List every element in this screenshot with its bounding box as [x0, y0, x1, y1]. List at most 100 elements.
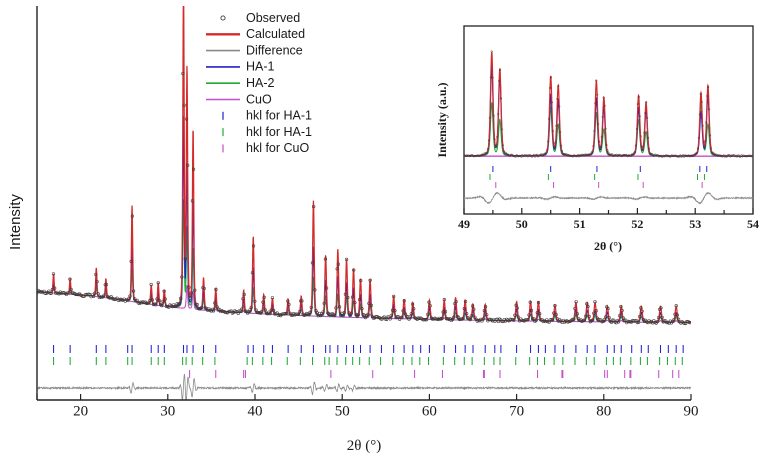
observed-point: [463, 299, 468, 304]
observed-point: [530, 317, 535, 321]
observed-point: [591, 318, 595, 322]
inset-observed-point: [528, 154, 531, 157]
observed-point: [250, 271, 255, 275]
inset-observed-point: [610, 153, 614, 156]
legend-item-2[interactable]: Difference: [206, 43, 303, 57]
observed-point: [640, 309, 644, 313]
inset-observed-point: [491, 76, 494, 79]
observed-point: [422, 318, 426, 322]
observed-point: [462, 307, 466, 311]
observed-point: [160, 304, 164, 308]
observed-point: [553, 304, 557, 308]
inset-observed-point: [513, 155, 516, 158]
inset-observed-point: [646, 136, 650, 139]
inset-observed-point: [483, 153, 486, 156]
observed-point: [157, 299, 162, 303]
observed-point: [454, 300, 458, 304]
hkl-row-cuo: [189, 370, 680, 378]
inset-x-tick-label: 54: [747, 217, 759, 231]
x-tick-label: 40: [248, 404, 263, 420]
inset-observed-point: [478, 154, 481, 157]
observed-point: [281, 312, 285, 316]
inset-observed-point: [693, 154, 696, 157]
observed-point: [65, 291, 70, 295]
legend-item-3[interactable]: HA-1: [206, 60, 275, 74]
observed-point: [156, 281, 160, 285]
observed-point: [660, 315, 664, 320]
observed-point: [485, 313, 489, 317]
inset-observed-point: [605, 143, 608, 147]
observed-point: [672, 318, 676, 322]
observed-point: [452, 315, 456, 319]
inset-x-tick-label: 53: [689, 217, 701, 231]
observed-point: [287, 302, 291, 307]
observed-point: [682, 321, 687, 325]
observed-point: [74, 292, 78, 297]
observed-point: [482, 308, 486, 313]
observed-point: [211, 309, 216, 313]
inset-x-tick-label: 51: [574, 217, 586, 231]
observed-point: [481, 317, 485, 321]
legend-item-5[interactable]: CuO: [206, 92, 272, 106]
inset-observed-point: [704, 139, 707, 142]
observed-point: [639, 306, 643, 310]
inset-observed-point: [548, 86, 552, 89]
inset-observed-point: [468, 154, 471, 158]
legend-item-4[interactable]: HA-2: [206, 76, 275, 90]
observed-point: [251, 244, 256, 248]
difference-curve: [37, 373, 691, 400]
inset-observed-point: [518, 154, 521, 157]
observed-point: [181, 71, 185, 76]
inset-observed-point: [611, 154, 614, 157]
observed-point: [93, 291, 97, 295]
observed-point: [342, 311, 346, 315]
inset-observed-point: [497, 113, 500, 116]
inset-observed-point: [554, 141, 557, 144]
observed-point: [308, 310, 312, 314]
observed-point: [602, 317, 607, 322]
observed-point: [295, 312, 299, 316]
observed-point: [289, 313, 293, 317]
inset-observed-point: [593, 130, 596, 133]
legend-item-7[interactable]: hkl for HA-1: [222, 125, 312, 139]
legend-item-1[interactable]: Calculated: [206, 27, 305, 41]
observed-point: [619, 305, 623, 309]
observed-point: [410, 302, 415, 306]
legend-item-8[interactable]: hkl for CuO: [222, 141, 309, 155]
legend-item-0[interactable]: Observed: [220, 11, 300, 25]
observed-point: [618, 314, 622, 318]
observed-point: [150, 298, 154, 302]
inset-observed-point: [487, 139, 491, 142]
observed-point: [427, 300, 431, 304]
inset-observed-point: [488, 116, 491, 119]
inset-observed-point: [640, 145, 643, 148]
legend-item-6[interactable]: hkl for HA-1: [222, 109, 312, 123]
inset-observed-point: [695, 151, 699, 154]
legend-label: hkl for HA-1: [246, 125, 312, 139]
observed-point: [500, 319, 504, 323]
observed-point: [598, 318, 602, 322]
observed-point: [130, 214, 134, 218]
observed-point: [48, 291, 52, 295]
observed-point: [483, 305, 488, 309]
observed-point: [183, 257, 187, 261]
series-observed: [37, 71, 691, 326]
inset-observed-point: [680, 155, 683, 158]
observed-point: [472, 307, 476, 311]
inset-observed-point: [702, 140, 705, 144]
inset-observed-point: [498, 79, 501, 83]
chart-legend: Observed Calculated Difference HA-1 HA-2 CuO h…: [206, 11, 312, 155]
inset-observed-point: [556, 97, 559, 100]
legend-label: hkl for HA-1: [246, 109, 312, 123]
observed-point: [195, 302, 199, 307]
observed-point: [249, 305, 253, 310]
x-tick-label: 30: [160, 404, 175, 420]
observed-point: [91, 294, 96, 298]
observed-point: [180, 275, 184, 279]
inset-observed-point: [600, 135, 603, 138]
inset-observed-point: [619, 154, 622, 157]
observed-point: [603, 315, 608, 319]
observed-point: [369, 303, 373, 308]
observed-point: [155, 297, 159, 301]
inset-x-tick-label: 50: [516, 217, 528, 231]
